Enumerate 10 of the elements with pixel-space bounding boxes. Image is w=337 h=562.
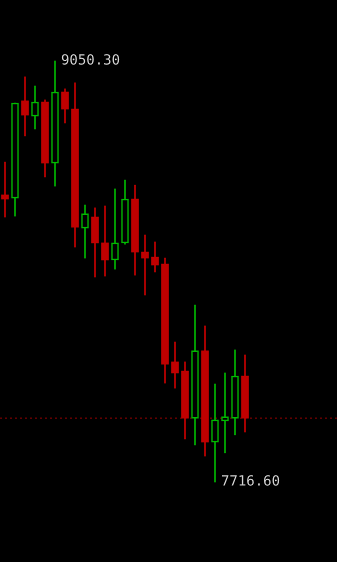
candlestick xyxy=(1,162,9,218)
annotation: 9050.30 xyxy=(61,52,120,69)
candlestick xyxy=(111,188,119,270)
candlestick xyxy=(101,206,109,276)
candlestick xyxy=(211,384,219,482)
annotation: 7716.60 xyxy=(221,474,280,490)
candlestick xyxy=(21,76,29,136)
candlestick xyxy=(141,234,149,296)
candlestick xyxy=(171,342,179,388)
candlestick xyxy=(221,372,229,454)
